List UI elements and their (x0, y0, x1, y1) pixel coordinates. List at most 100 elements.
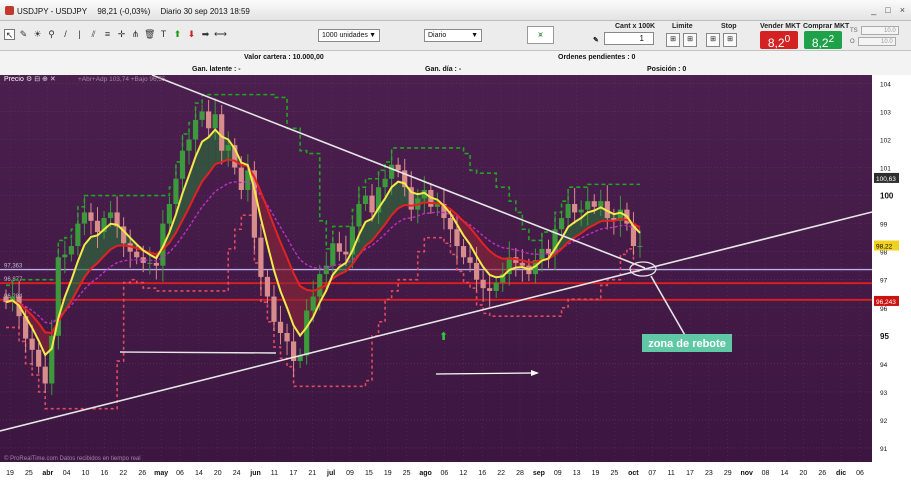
stop-buy-button[interactable]: ⊞ (706, 33, 720, 47)
x-tick-label: 16 (101, 470, 109, 477)
vertical-line-tool-icon[interactable]: | (78, 29, 81, 39)
candle-body (317, 274, 323, 297)
crosshair-tool-icon[interactable]: ✛ (117, 29, 126, 39)
candle-body (617, 209, 623, 221)
candle-body (251, 170, 257, 238)
buy-market-button[interactable]: 8,22 (804, 31, 842, 50)
ma-cloud-segment (594, 207, 601, 225)
slow-ma-dotted-line (5, 180, 641, 325)
candle-body (349, 226, 356, 255)
latent-gain: Gan. latente : - (192, 66, 241, 73)
candle-body (473, 262, 480, 280)
text-tool-icon[interactable]: T (160, 29, 167, 39)
candle-body (454, 229, 460, 247)
pending-orders: Ordenes pendientes : 0 (558, 54, 636, 61)
qty-input[interactable]: 1 (604, 32, 654, 45)
x-tick-label: 25 (611, 470, 619, 477)
period-select-value: Diario (428, 32, 447, 39)
resistance-trendline (151, 74, 646, 269)
stop-sell-button[interactable]: ⊞ (723, 33, 737, 47)
candle-body (591, 201, 597, 207)
ma-cloud-segment (189, 156, 196, 208)
candle-body (500, 274, 506, 283)
line-tool-icon[interactable]: / (64, 29, 67, 39)
candle-body (552, 229, 558, 255)
chart-panel-tools-icon[interactable]: ⚙ ⊟ ⊕ ✕ (26, 75, 56, 83)
units-select[interactable]: 1000 unidades ▼ (318, 29, 380, 42)
candle-body (271, 296, 277, 322)
candle-body (134, 251, 140, 258)
candle-body (578, 209, 584, 213)
candle-body (343, 251, 349, 255)
window-title: USDJPY - USDJPY 98,21 (-0,03%) Diario 30… (17, 7, 258, 16)
price-tag-label: 96,243 (876, 299, 896, 306)
delete-tool-icon[interactable]: 🗑 (144, 29, 156, 39)
x-tick-label: 12 (459, 470, 467, 477)
x-tick-label: 25 (403, 470, 411, 477)
limit-sell-button[interactable]: ⊞ (683, 33, 697, 47)
ma-cloud-segment (202, 137, 209, 182)
x-tick-label: 21 (308, 470, 316, 477)
fibonacci-tool-icon[interactable]: ≡ (104, 29, 111, 39)
drawing-tools: ↖ ✎ ☀ ⚲ / | ⫽ ≡ ✛ ⋔ 🗑 T ⬆ ⬇ ➡ ⟷ (4, 29, 227, 40)
candle-body (604, 201, 610, 219)
account-info-bar: Valor cartera : 10.000,00 Ordenes pendie… (0, 51, 911, 75)
direction-arrow-head (531, 370, 539, 376)
chart-plot-area (0, 75, 872, 462)
o-input[interactable]: 10.0 (857, 37, 896, 46)
annotation-box[interactable] (642, 334, 732, 352)
candle-body (258, 237, 264, 277)
candle-body (630, 223, 637, 247)
ts-input[interactable]: 10.0 (860, 26, 899, 35)
candle-body (447, 218, 454, 230)
chart-grid-icon[interactable]: ⩙ (527, 26, 554, 44)
ma-cloud-segment (208, 129, 216, 174)
close-icon[interactable]: × (899, 5, 905, 15)
limit-buy-button[interactable]: ⊞ (666, 33, 680, 47)
ruler-tool-icon[interactable]: ⟷ (214, 29, 227, 39)
ma-cloud-segment (97, 229, 105, 264)
y-tick-label: 93 (880, 390, 888, 397)
x-tick-label: 09 (346, 470, 354, 477)
callout-pointer (650, 275, 687, 338)
symbol-name: USDJPY - USDJPY (17, 7, 88, 16)
up-arrow-tool-icon[interactable]: ⬆ (173, 29, 182, 39)
pitchfork-tool-icon[interactable]: ⋔ (131, 29, 140, 39)
channel-tool-icon[interactable]: ⫽ (91, 29, 96, 39)
candle-body (232, 145, 238, 168)
x-tick-label: 22 (497, 470, 505, 477)
fast-ma-line (5, 128, 641, 357)
wrench-icon[interactable]: ✎ (593, 37, 599, 44)
candle-body (55, 257, 61, 336)
candle-body (408, 187, 414, 210)
ma-cloud-segment (483, 243, 490, 275)
candle-body (330, 243, 336, 266)
period-select[interactable]: Diario ▼ (424, 29, 482, 42)
price-tag-box (874, 295, 899, 306)
x-tick-label: 19 (6, 470, 14, 477)
sun-tool-icon[interactable]: ☀ (33, 29, 42, 39)
x-tick-label: 04 (63, 470, 71, 477)
candle-body (107, 212, 114, 219)
pencil-tool-icon[interactable]: ✎ (19, 29, 28, 39)
candle-body (94, 220, 101, 233)
down-arrow-tool-icon[interactable]: ⬇ (187, 29, 196, 39)
price-tag-label: 100,63 (876, 176, 896, 183)
sell-market-button[interactable]: 8,20 (760, 31, 798, 50)
y-tick-label: 99 (880, 222, 888, 229)
daily-gain: Gan. día : - (425, 66, 462, 73)
candle-body (362, 195, 369, 204)
candle-body (147, 262, 153, 264)
x-tick-label: 23 (705, 470, 713, 477)
pointer-tool-icon[interactable]: ↖ (4, 29, 15, 40)
candle-body (75, 223, 81, 247)
price-tag-box (874, 172, 899, 183)
zoom-tool-icon[interactable]: ⚲ (48, 29, 55, 39)
maximize-icon[interactable]: □ (885, 5, 891, 15)
candle-body (245, 170, 251, 190)
right-arrow-tool-icon[interactable]: ➡ (201, 29, 210, 39)
minimize-icon[interactable]: _ (871, 5, 877, 15)
candle-body (389, 164, 395, 179)
